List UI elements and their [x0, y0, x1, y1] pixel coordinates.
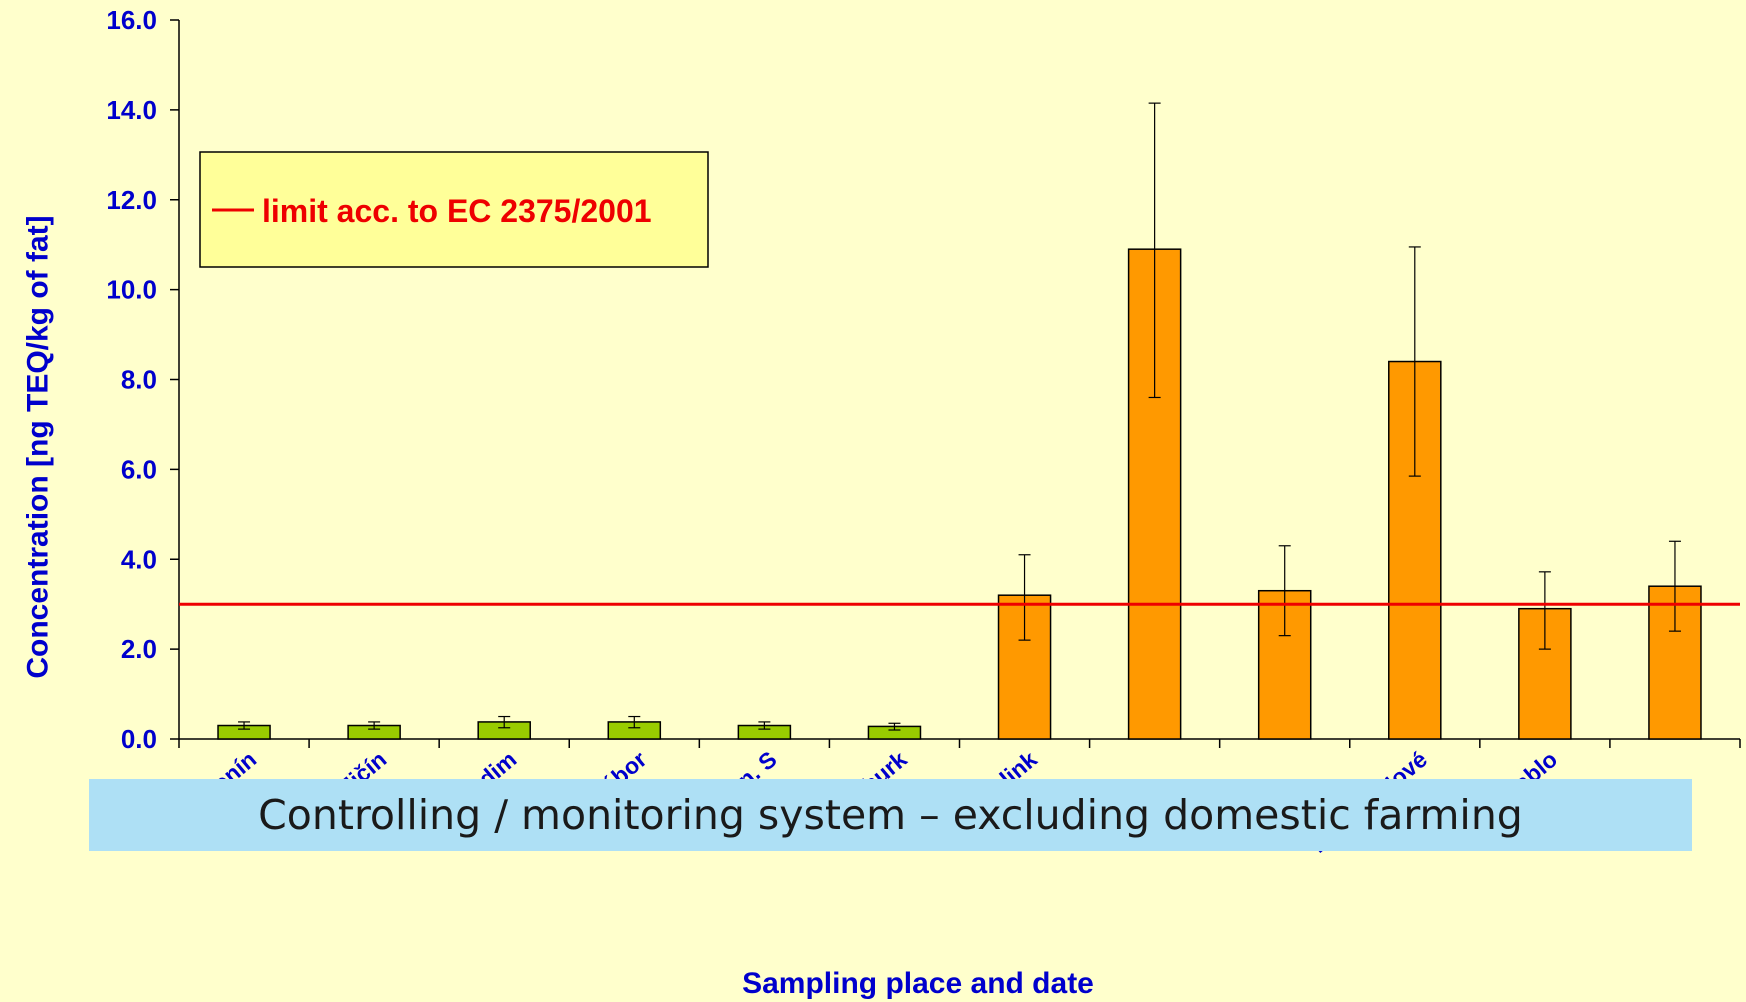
y-tick-label: 0.0: [121, 724, 157, 754]
y-axis: 0.0 2.0 4.0 6.0 8.0 10.0 12.0 14.0 16.0: [106, 5, 180, 754]
error-bars: [238, 102, 1681, 731]
y-tick-label: 10.0: [106, 275, 157, 305]
y-axis-title: Concentration [ng TEQ/kg of fat]: [22, 215, 55, 678]
y-tick-label: 12.0: [106, 185, 157, 215]
bars: [217, 248, 1702, 740]
x-axis-title: Sampling place and date: [742, 967, 1094, 1000]
y-tick-label: 2.0: [121, 634, 157, 664]
y-tick-label: 4.0: [121, 544, 157, 574]
y-tick-label: 6.0: [121, 454, 157, 484]
legend: limit acc. to EC 2375/2001: [199, 151, 709, 268]
y-tick-label: 16.0: [106, 5, 157, 35]
y-tick-label: 14.0: [106, 95, 157, 125]
x-axis: [178, 738, 1741, 748]
legend-label: limit acc. to EC 2375/2001: [262, 193, 652, 229]
y-tick-label: 8.0: [121, 365, 157, 395]
caption-banner: Controlling / monitoring system – exclud…: [89, 779, 1692, 851]
